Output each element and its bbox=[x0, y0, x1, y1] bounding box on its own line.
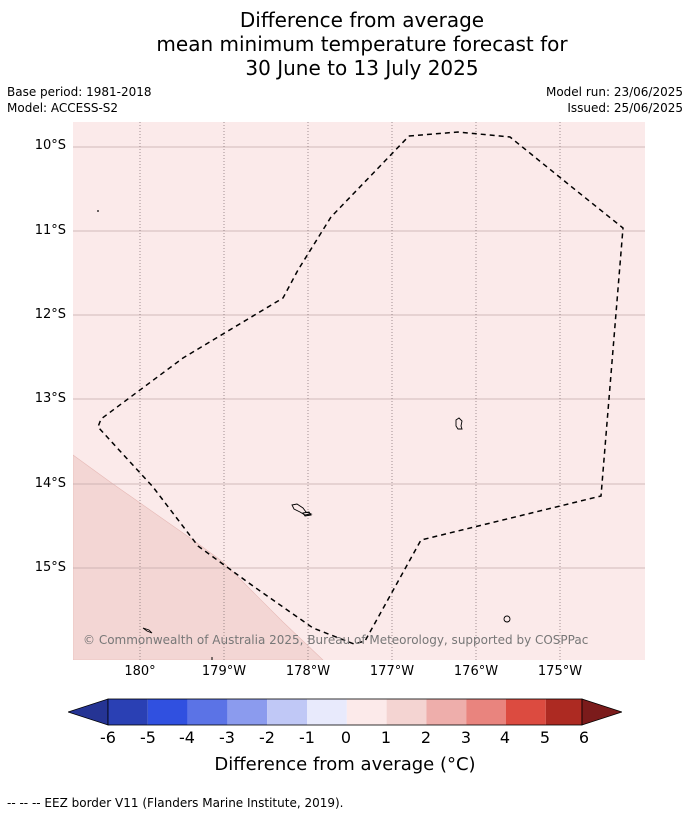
issued-date: Issued: 25/06/2025 bbox=[567, 101, 683, 115]
colorbar-tick: 4 bbox=[499, 728, 511, 747]
meta-right: Model run: 23/06/2025 Issued: 25/06/2025 bbox=[546, 84, 683, 116]
base-period: Base period: 1981-2018 bbox=[7, 85, 152, 99]
map-canvas bbox=[73, 122, 645, 660]
lon-label-177w: 177°W bbox=[369, 664, 415, 679]
colorbar-extend-high bbox=[581, 698, 622, 726]
lat-label-15s: 15°S bbox=[34, 560, 66, 575]
forecast-map[interactable] bbox=[73, 122, 645, 660]
colorbar-segment bbox=[346, 699, 387, 725]
colorbar-segment bbox=[545, 699, 582, 725]
colorbar-tick: 6 bbox=[578, 728, 590, 747]
lon-label-175w: 175°W bbox=[537, 664, 583, 679]
colorbar-tick: -2 bbox=[259, 728, 275, 747]
colorbar-segment bbox=[108, 699, 148, 725]
lon-label-178w: 178°W bbox=[285, 664, 331, 679]
lon-label-180: 180° bbox=[124, 664, 156, 679]
title-line-2: mean minimum temperature forecast for bbox=[156, 32, 568, 56]
colorbar-tick: 2 bbox=[420, 728, 432, 747]
colorbar-segment bbox=[386, 699, 427, 725]
lon-label-179w: 179°W bbox=[201, 664, 247, 679]
colorbar-extend-low bbox=[68, 698, 109, 726]
colorbar-tick: -4 bbox=[179, 728, 195, 747]
colorbar-segment bbox=[187, 699, 228, 725]
warmer-anomaly-region bbox=[73, 454, 324, 660]
island-small-south bbox=[503, 615, 511, 623]
lat-label-13s: 13°S bbox=[34, 391, 66, 406]
colorbar-segment bbox=[267, 699, 307, 725]
colorbar bbox=[68, 698, 622, 726]
colorbar-tick: 5 bbox=[539, 728, 551, 747]
colorbar-tick: -6 bbox=[100, 728, 116, 747]
island-futuna bbox=[291, 503, 313, 516]
colorbar-tick: 1 bbox=[380, 728, 392, 747]
colorbar-tick: -5 bbox=[140, 728, 156, 747]
title-line-3: 30 June to 13 July 2025 bbox=[245, 56, 479, 80]
title-line-1: Difference from average bbox=[239, 8, 485, 32]
colorbar-segment bbox=[466, 699, 506, 725]
model-name: Model: ACCESS-S2 bbox=[7, 101, 119, 115]
colorbar-tick: 0 bbox=[340, 728, 352, 747]
colorbar-segment bbox=[426, 699, 467, 725]
island-dot-nw bbox=[97, 210, 99, 212]
island-alofi bbox=[302, 511, 312, 517]
lat-label-10s: 10°S bbox=[34, 138, 66, 153]
colorbar-tick: -3 bbox=[219, 728, 235, 747]
lat-label-14s: 14°S bbox=[34, 476, 66, 491]
lon-label-176w: 176°W bbox=[453, 664, 499, 679]
eez-footnote: -- -- -- EEZ border V11 (Flanders Marine… bbox=[7, 796, 344, 810]
model-run: Model run: 23/06/2025 bbox=[545, 85, 683, 99]
colorbar-segment bbox=[307, 699, 347, 725]
island-small-sw bbox=[142, 627, 153, 634]
colorbar-segment bbox=[147, 699, 188, 725]
eez-border bbox=[97, 131, 624, 645]
lat-gridlines bbox=[73, 146, 645, 569]
island-wallis bbox=[455, 417, 463, 430]
colorbar-segment bbox=[506, 699, 546, 725]
colorbar-tick: -1 bbox=[299, 728, 315, 747]
map-title: Difference from average mean minimum tem… bbox=[0, 8, 690, 80]
lat-label-11s: 11°S bbox=[34, 223, 66, 238]
meta-left: Base period: 1981-2018 Model: ACCESS-S2 bbox=[7, 84, 152, 116]
lat-label-12s: 12°S bbox=[34, 307, 66, 322]
colorbar-tick: 3 bbox=[460, 728, 472, 747]
colorbar-segment bbox=[227, 699, 268, 725]
colorbar-label: Difference from average (°C) bbox=[214, 754, 476, 775]
copyright-notice: © Commonwealth of Australia 2025, Bureau… bbox=[83, 633, 589, 647]
